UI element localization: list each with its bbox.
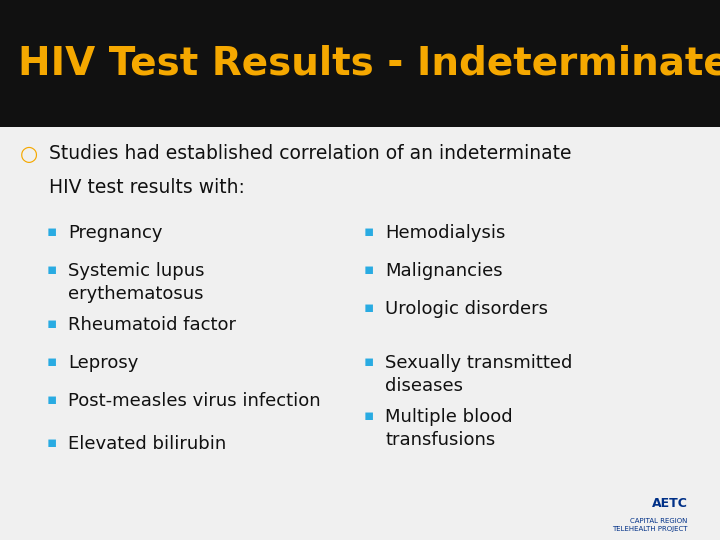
Text: Studies had established correlation of an indeterminate: Studies had established correlation of a… <box>49 144 572 163</box>
Text: Post-measles virus infection: Post-measles virus infection <box>68 392 321 409</box>
Text: AETC: AETC <box>652 497 688 510</box>
Text: ▪: ▪ <box>364 300 374 315</box>
Text: CAPITAL REGION
TELEHEALTH PROJECT: CAPITAL REGION TELEHEALTH PROJECT <box>612 518 688 532</box>
Text: ▪: ▪ <box>47 224 57 239</box>
Text: Leprosy: Leprosy <box>68 354 139 372</box>
FancyBboxPatch shape <box>0 0 720 127</box>
Text: ▪: ▪ <box>364 262 374 277</box>
Text: ▪: ▪ <box>364 224 374 239</box>
Text: Systemic lupus
erythematosus: Systemic lupus erythematosus <box>68 262 205 303</box>
Text: Multiple blood
transfusions: Multiple blood transfusions <box>385 408 513 449</box>
Text: ▪: ▪ <box>47 316 57 331</box>
Text: ▪: ▪ <box>364 354 374 369</box>
Text: Pregnancy: Pregnancy <box>68 224 163 242</box>
Text: HIV Test Results - Indeterminate: HIV Test Results - Indeterminate <box>18 44 720 83</box>
Text: Malignancies: Malignancies <box>385 262 503 280</box>
Text: Urologic disorders: Urologic disorders <box>385 300 548 318</box>
Text: HIV test results with:: HIV test results with: <box>49 178 245 197</box>
Text: Elevated bilirubin: Elevated bilirubin <box>68 435 227 453</box>
Text: ▪: ▪ <box>47 435 57 450</box>
Text: ▪: ▪ <box>47 354 57 369</box>
Text: ▪: ▪ <box>47 392 57 407</box>
Text: Sexually transmitted
diseases: Sexually transmitted diseases <box>385 354 572 395</box>
Text: ○: ○ <box>20 144 38 164</box>
Text: Rheumatoid factor: Rheumatoid factor <box>68 316 236 334</box>
Text: Hemodialysis: Hemodialysis <box>385 224 505 242</box>
Text: ▪: ▪ <box>364 408 374 423</box>
Text: ▪: ▪ <box>47 262 57 277</box>
